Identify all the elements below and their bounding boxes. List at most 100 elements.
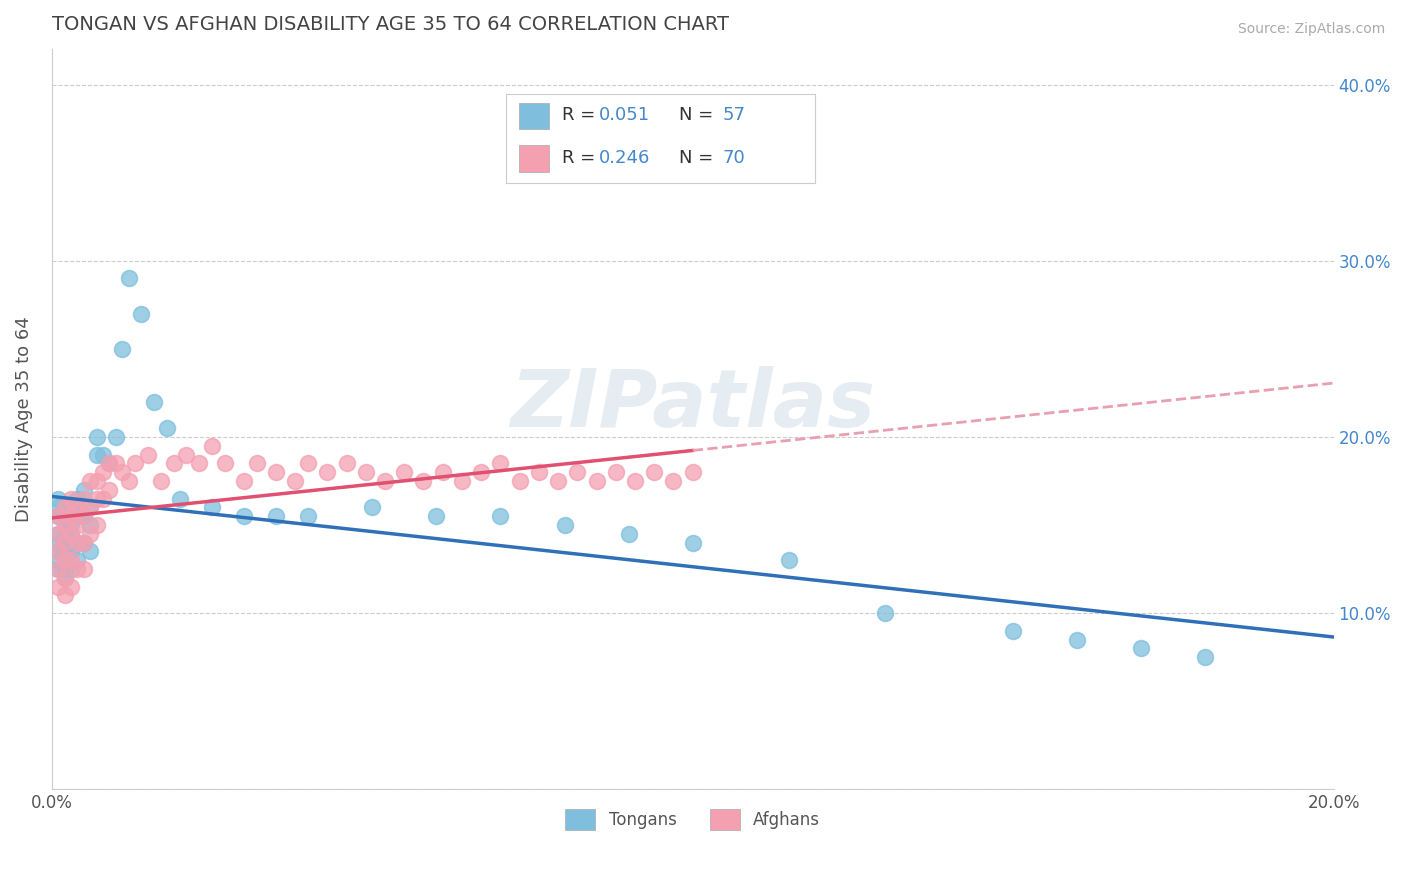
Point: [617, 526, 640, 541]
Point: [53, 509, 76, 524]
Point: [46, 535, 69, 549]
Point: [412, 474, 434, 488]
Point: [451, 474, 474, 488]
Point: [59, 526, 82, 541]
Point: [53, 589, 76, 603]
Point: [169, 491, 191, 506]
Point: [336, 456, 359, 470]
Point: [59, 500, 82, 515]
Point: [361, 500, 384, 515]
Point: [394, 465, 416, 479]
Y-axis label: Disability Age 35 to 64: Disability Age 35 to 64: [15, 317, 32, 522]
Point: [66, 535, 89, 549]
Text: 57: 57: [723, 106, 745, 124]
Point: [104, 456, 127, 470]
Point: [46, 544, 69, 558]
Point: [66, 518, 89, 533]
FancyBboxPatch shape: [519, 103, 550, 129]
Point: [1130, 641, 1153, 656]
Point: [46, 491, 69, 506]
Point: [489, 509, 512, 524]
Point: [201, 439, 224, 453]
Point: [143, 394, 166, 409]
Point: [46, 509, 69, 524]
Point: [91, 491, 114, 506]
Point: [79, 500, 101, 515]
Point: [111, 342, 134, 356]
Point: [46, 526, 69, 541]
Point: [66, 562, 89, 576]
Point: [53, 518, 76, 533]
Point: [682, 535, 704, 549]
Text: 70: 70: [723, 149, 745, 167]
Point: [66, 500, 89, 515]
Point: [66, 491, 89, 506]
Text: TONGAN VS AFGHAN DISABILITY AGE 35 TO 64 CORRELATION CHART: TONGAN VS AFGHAN DISABILITY AGE 35 TO 64…: [52, 15, 728, 34]
Point: [53, 571, 76, 585]
Point: [79, 500, 101, 515]
Point: [188, 456, 211, 470]
Point: [53, 571, 76, 585]
Text: ZIPatlas: ZIPatlas: [510, 366, 875, 443]
Text: R =: R =: [562, 106, 600, 124]
Point: [73, 509, 96, 524]
Point: [605, 465, 627, 479]
Point: [59, 553, 82, 567]
Point: [111, 465, 134, 479]
Point: [59, 526, 82, 541]
Point: [79, 474, 101, 488]
Point: [585, 474, 607, 488]
Point: [553, 518, 575, 533]
Point: [66, 509, 89, 524]
Point: [53, 526, 76, 541]
Point: [86, 430, 108, 444]
Point: [91, 465, 114, 479]
Point: [53, 535, 76, 549]
Point: [489, 456, 512, 470]
Point: [316, 465, 339, 479]
Point: [297, 509, 319, 524]
Point: [66, 553, 89, 567]
Point: [98, 456, 121, 470]
Point: [1194, 650, 1216, 665]
Point: [59, 509, 82, 524]
Point: [46, 544, 69, 558]
Point: [162, 456, 184, 470]
Point: [59, 562, 82, 576]
Point: [46, 562, 69, 576]
Point: [547, 474, 569, 488]
Point: [46, 580, 69, 594]
Point: [233, 509, 256, 524]
Point: [246, 456, 269, 470]
Point: [131, 307, 153, 321]
Point: [354, 465, 377, 479]
Point: [46, 500, 69, 515]
Point: [136, 448, 159, 462]
Text: 0.051: 0.051: [599, 106, 650, 124]
Point: [201, 500, 224, 515]
Point: [425, 509, 447, 524]
Point: [98, 456, 121, 470]
Point: [873, 606, 896, 620]
Point: [432, 465, 454, 479]
Point: [778, 553, 800, 567]
Point: [149, 474, 172, 488]
Point: [86, 491, 108, 506]
Point: [86, 474, 108, 488]
Text: 0.246: 0.246: [599, 149, 651, 167]
Point: [124, 456, 146, 470]
Point: [66, 535, 89, 549]
Point: [284, 474, 307, 488]
Point: [73, 491, 96, 506]
Point: [264, 509, 287, 524]
Point: [91, 448, 114, 462]
Point: [73, 535, 96, 549]
Point: [79, 526, 101, 541]
Point: [470, 465, 492, 479]
Point: [118, 271, 141, 285]
Text: N =: N =: [679, 149, 720, 167]
Point: [73, 562, 96, 576]
Point: [662, 474, 685, 488]
Point: [46, 509, 69, 524]
Point: [233, 474, 256, 488]
